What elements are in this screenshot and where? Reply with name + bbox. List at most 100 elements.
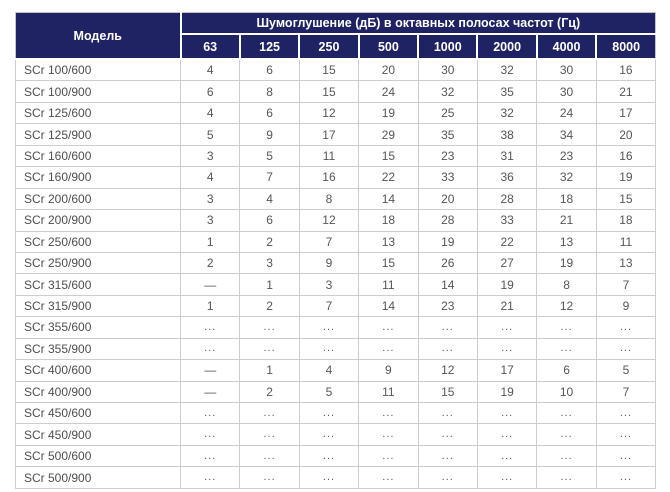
model-cell: SCr 200/900 — [15, 209, 181, 232]
value-cell: 19 — [417, 230, 478, 253]
value-cell: ... — [595, 401, 657, 425]
model-cell: SCr 200/600 — [15, 187, 181, 211]
value-cell: ... — [179, 466, 241, 489]
value-cell: ... — [536, 466, 597, 489]
model-cell: SCr 315/600 — [15, 273, 181, 296]
value-cell: 35 — [476, 80, 538, 103]
value-cell: 17 — [298, 123, 360, 146]
value-cell: 22 — [476, 230, 538, 253]
model-cell: SCr 315/900 — [15, 294, 181, 318]
frequency-header: 8000 — [595, 34, 656, 60]
value-cell: 25 — [417, 101, 478, 125]
value-cell: 15 — [358, 144, 419, 168]
value-cell: 16 — [595, 144, 657, 168]
value-cell: 20 — [358, 58, 419, 82]
value-cell: 5 — [298, 380, 360, 404]
value-cell: 6 — [179, 80, 241, 103]
model-cell: SCr 500/900 — [15, 466, 181, 489]
value-cell: 1 — [179, 230, 241, 253]
value-cell: ... — [358, 316, 419, 339]
model-cell: SCr 400/600 — [15, 359, 181, 382]
value-cell: 38 — [476, 123, 538, 146]
value-cell: 23 — [536, 144, 597, 168]
value-cell: ... — [298, 444, 360, 468]
value-cell: 26 — [417, 251, 478, 275]
value-cell: 32 — [417, 80, 478, 103]
value-cell: ... — [179, 423, 241, 446]
value-cell: 11 — [595, 230, 657, 253]
table-row: SCr 100/600 4 6 15 20 30 32 30 16 — [15, 58, 657, 82]
value-cell: 9 — [358, 359, 419, 382]
value-cell: 15 — [358, 251, 419, 275]
value-cell: 21 — [476, 294, 538, 318]
group-column-header: Шумоглушение (дБ) в октавных полосах час… — [180, 12, 656, 35]
value-cell: ... — [595, 444, 657, 468]
value-cell: 8 — [536, 273, 597, 296]
value-cell: 5 — [595, 359, 657, 382]
value-cell: ... — [358, 401, 419, 425]
value-cell: ... — [536, 337, 597, 361]
value-cell: 18 — [358, 209, 419, 232]
value-cell: 22 — [358, 166, 419, 189]
value-cell: ... — [476, 444, 538, 468]
value-cell: 14 — [358, 294, 419, 318]
value-cell: 12 — [536, 294, 597, 318]
value-cell: ... — [595, 423, 657, 446]
value-cell: 7 — [595, 273, 657, 296]
value-cell: 5 — [239, 144, 300, 168]
table-row: SCr 450/900........................ — [15, 423, 657, 446]
value-cell: 30 — [417, 58, 478, 82]
table-row: SCr 355/600........................ — [15, 316, 657, 339]
value-cell: — — [179, 273, 241, 296]
value-cell: ... — [239, 401, 300, 425]
value-cell: 6 — [239, 58, 300, 82]
frequency-header: 125 — [238, 34, 300, 60]
value-cell: 24 — [358, 80, 419, 103]
value-cell: ... — [536, 316, 597, 339]
value-cell: 3 — [239, 251, 300, 275]
value-cell: 11 — [358, 273, 419, 296]
value-cell: 15 — [417, 380, 478, 404]
value-cell: 10 — [536, 380, 597, 404]
model-cell: SCr 450/600 — [15, 401, 181, 425]
model-cell: SCr 250/900 — [15, 251, 181, 275]
value-cell: 6 — [536, 359, 597, 382]
value-cell: ... — [239, 316, 300, 339]
value-cell: 14 — [358, 187, 419, 211]
model-cell: SCr 355/600 — [15, 316, 181, 339]
table-row: SCr 450/600........................ — [15, 401, 657, 425]
value-cell: 19 — [536, 251, 597, 275]
table-header: Модель Шумоглушение (дБ) в октавных поло… — [15, 12, 656, 60]
model-cell: SCr 100/900 — [15, 80, 181, 103]
value-cell: ... — [298, 423, 360, 446]
model-cell: SCr 450/900 — [15, 423, 181, 446]
value-cell: 27 — [476, 251, 538, 275]
value-cell: 18 — [595, 209, 657, 232]
model-cell: SCr 160/600 — [15, 144, 181, 168]
value-cell: ... — [417, 444, 478, 468]
value-cell: 19 — [358, 101, 419, 125]
value-cell: 2 — [239, 294, 300, 318]
value-cell: 32 — [536, 166, 597, 189]
value-cell: ... — [417, 401, 478, 425]
value-cell: ... — [536, 423, 597, 446]
value-cell: 9 — [298, 251, 360, 275]
value-cell: 12 — [298, 209, 360, 232]
frequency-header: 250 — [298, 34, 359, 60]
table-row: SCr 125/600 4 6 12 19 25 32 24 17 — [15, 101, 657, 125]
value-cell: 4 — [179, 101, 241, 125]
value-cell: 20 — [595, 123, 657, 146]
value-cell: 4 — [298, 359, 360, 382]
value-cell: 30 — [536, 80, 597, 103]
value-cell: 15 — [298, 58, 360, 82]
model-cell: SCr 100/600 — [15, 58, 181, 82]
value-cell: 29 — [358, 123, 419, 146]
table-row: SCr 500/900........................ — [15, 466, 657, 489]
value-cell: 8 — [239, 80, 300, 103]
value-cell: ... — [179, 401, 241, 425]
value-cell: 1 — [179, 294, 241, 318]
table-row: SCr 500/600........................ — [15, 444, 657, 468]
value-cell: 1 — [239, 273, 300, 296]
table-row: SCr 315/900 1 2 7 14 23 21 12 9 — [15, 294, 657, 318]
